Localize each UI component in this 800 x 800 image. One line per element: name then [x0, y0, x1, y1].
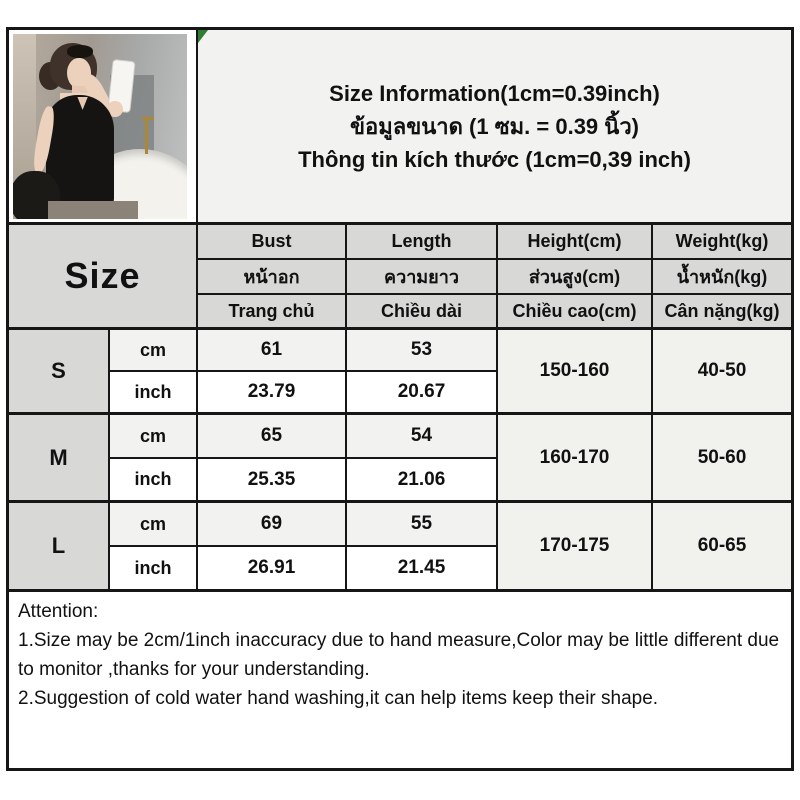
product-photo-scene [13, 34, 187, 219]
size-header-cell: Size [9, 225, 198, 330]
row-l-label: L [9, 503, 110, 592]
photo-hand [106, 100, 123, 118]
row-l-unit-inch: inch [110, 547, 198, 592]
row-m-unit-cm: cm [110, 415, 198, 459]
row-m-length-inch: 21.06 [347, 459, 498, 503]
header-weight-th: น้ำหนัก(kg) [653, 260, 791, 295]
row-m-bust-inch: 25.35 [198, 459, 347, 503]
attention-note-2: 2.Suggestion of cold water hand washing,… [18, 688, 659, 709]
photo-skirt [47, 200, 139, 219]
header-weight-en: Weight(kg) [653, 225, 791, 260]
photo-faucet [145, 119, 149, 155]
header-length-vi: Chiều dài [347, 295, 498, 330]
row-l-unit-cm: cm [110, 503, 198, 547]
title-vietnamese: Thông tin kích thước (1cm=0,39 inch) [298, 146, 691, 172]
cell-corner-marker-icon [198, 30, 208, 43]
row-s-unit-cm: cm [110, 330, 198, 372]
row-l-length-cm: 55 [347, 503, 498, 547]
row-m-label: M [9, 415, 110, 503]
row-s-height: 150-160 [498, 330, 653, 415]
row-s-weight: 40-50 [653, 330, 791, 415]
header-height-en: Height(cm) [498, 225, 653, 260]
row-s-unit-inch: inch [110, 372, 198, 415]
attention-note: Attention: 1.Size may be 2cm/1inch inacc… [9, 592, 791, 768]
header-length-th: ความยาว [347, 260, 498, 295]
row-m-bust-cm: 65 [198, 415, 347, 459]
attention-title: Attention: [18, 601, 99, 622]
header-bust-th: หน้าอก [198, 260, 347, 295]
row-m-weight: 50-60 [653, 415, 791, 503]
header-bust-en: Bust [198, 225, 347, 260]
row-s-bust-cm: 61 [198, 330, 347, 372]
header-height-vi: Chiều cao(cm) [498, 295, 653, 330]
row-l-bust-inch: 26.91 [198, 547, 347, 592]
row-l-length-inch: 21.45 [347, 547, 498, 592]
photo-collar-notch [77, 96, 88, 110]
row-l-bust-cm: 69 [198, 503, 347, 547]
header-height-th: ส่วนสูง(cm) [498, 260, 653, 295]
product-photo [9, 30, 198, 225]
title-thai: ข้อมูลขนาด (1 ซม. = 0.39 นิ้ว) [349, 113, 639, 139]
row-s-length-cm: 53 [347, 330, 498, 372]
title-cell: Size Information(1cm=0.39inch) ข้อมูลขนา… [198, 30, 791, 225]
attention-note-1: 1.Size may be 2cm/1inch inaccuracy due t… [18, 630, 780, 680]
row-l-weight: 60-65 [653, 503, 791, 592]
photo-faucet-spout [141, 117, 154, 121]
row-m-length-cm: 54 [347, 415, 498, 459]
size-table: Size Information(1cm=0.39inch) ข้อมูลขนา… [6, 27, 794, 771]
header-bust-vi: Trang chủ [198, 295, 347, 330]
row-m-unit-inch: inch [110, 459, 198, 503]
row-s-length-inch: 20.67 [347, 372, 498, 415]
row-l-height: 170-175 [498, 503, 653, 592]
photo-sunglasses [66, 45, 94, 59]
title-english: Size Information(1cm=0.39inch) [329, 80, 660, 106]
row-s-label: S [9, 330, 110, 415]
row-s-bust-inch: 23.79 [198, 372, 347, 415]
header-weight-vi: Cân nặng(kg) [653, 295, 791, 330]
row-m-height: 160-170 [498, 415, 653, 503]
header-length-en: Length [347, 225, 498, 260]
